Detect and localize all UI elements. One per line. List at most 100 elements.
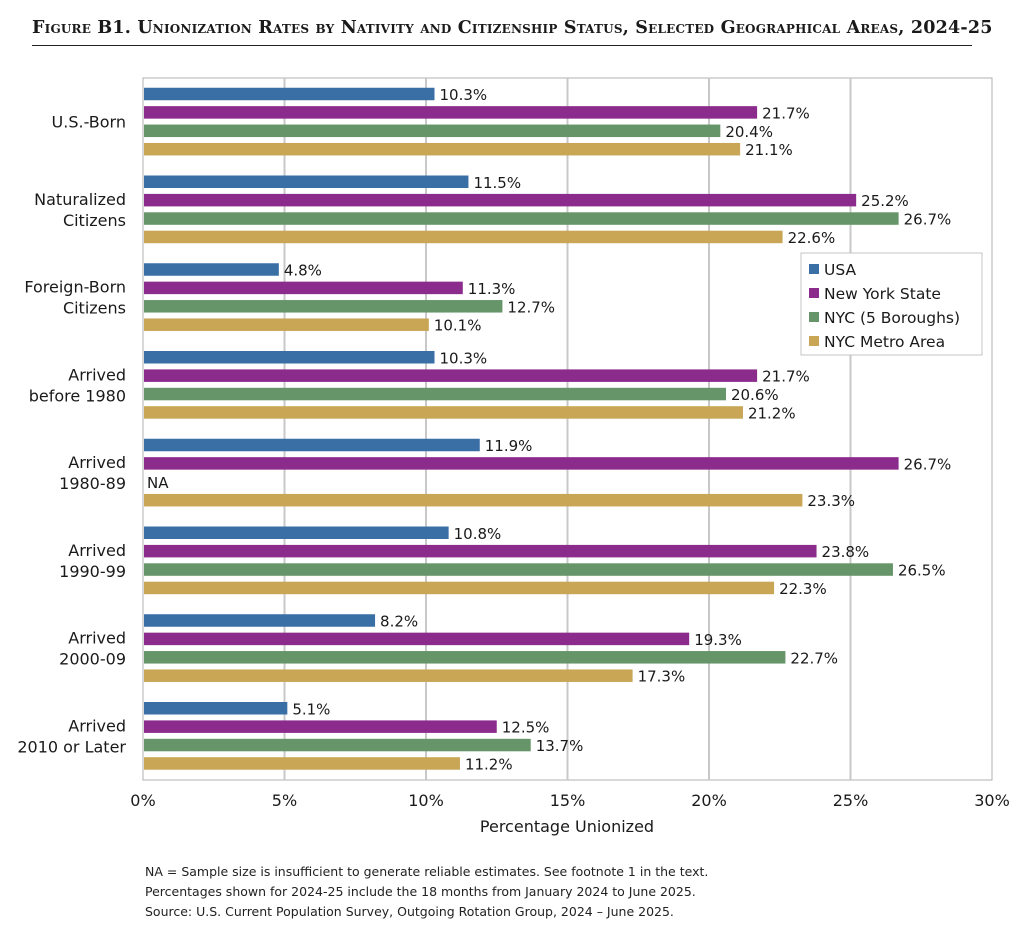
data-label: 17.3% [638, 668, 686, 686]
data-label: 10.1% [434, 317, 482, 335]
category-label: Foreign-Born Citizens [24, 278, 126, 318]
x-tick-label: 20% [691, 791, 727, 810]
bar [144, 87, 435, 101]
data-label: 21.7% [762, 368, 810, 386]
bar [144, 212, 899, 225]
x-tick-label: 25% [833, 791, 869, 810]
data-label: 26.7% [904, 455, 952, 473]
category-label: Naturalized Citizens [34, 190, 126, 230]
bar [144, 563, 893, 576]
data-label: 10.3% [439, 86, 487, 104]
bar [144, 106, 758, 119]
data-label: 5.1% [292, 700, 330, 718]
value-labels: 10.3%21.7%20.4%21.1%11.5%25.2%26.7%22.6%… [147, 86, 951, 773]
data-label: 26.5% [898, 562, 946, 580]
bar [144, 757, 460, 770]
bar [144, 124, 721, 138]
x-tick-label: 30% [974, 791, 1010, 810]
bar [144, 457, 899, 470]
legend-label: NYC Metro Area [824, 333, 945, 351]
data-label: 11.2% [465, 755, 513, 773]
footnote-na: NA = Sample size is insufficient to gene… [145, 864, 709, 879]
data-label: 23.8% [822, 543, 870, 561]
category-label: Arrived 2010 or Later [17, 716, 126, 756]
legend-swatch [809, 264, 819, 274]
bar [144, 281, 463, 295]
data-label: 8.2% [380, 613, 418, 631]
data-label: 22.6% [788, 229, 836, 247]
category-label: Arrived 1980-89 [59, 453, 126, 493]
bar [144, 406, 743, 419]
data-label: 21.1% [745, 141, 793, 159]
data-label: 19.3% [694, 631, 742, 649]
title-rule [32, 45, 972, 46]
data-label: 13.7% [536, 737, 584, 755]
data-label: 21.2% [748, 404, 796, 422]
na-label: NA [147, 474, 169, 492]
bar [144, 632, 690, 646]
bar [144, 175, 469, 188]
data-label: 22.3% [779, 580, 827, 598]
category-label: Arrived before 1980 [29, 365, 126, 405]
x-tick-label: 0% [130, 791, 155, 810]
bar [144, 318, 429, 331]
bar [144, 651, 786, 664]
x-tick-label: 5% [272, 791, 297, 810]
data-label: 12.5% [502, 719, 550, 737]
bar [144, 230, 783, 244]
data-label: 20.6% [731, 386, 779, 404]
data-label: 11.9% [485, 437, 533, 455]
data-label: 11.3% [468, 280, 516, 298]
bar [144, 438, 480, 452]
data-label: 10.3% [439, 349, 487, 367]
bar [144, 702, 288, 715]
bar [144, 369, 758, 382]
category-labels: U.S.-Born Naturalized Citizens Foreign-Born… [17, 113, 126, 757]
data-label: 21.7% [762, 104, 810, 122]
data-label: 22.7% [790, 649, 838, 667]
footnote-source: Source: U.S. Current Population Survey, … [145, 904, 674, 919]
data-label: 25.2% [861, 192, 909, 210]
data-label: 20.4% [725, 123, 773, 141]
category-label: U.S.-Born [52, 113, 126, 132]
legend-label: New York State [824, 285, 941, 303]
bar [144, 387, 726, 401]
category-label: Arrived 1990-99 [59, 541, 126, 581]
bar [144, 669, 633, 682]
legend-swatch [809, 288, 819, 298]
bar-chart: 10.3%21.7%20.4%21.1%11.5%25.2%26.7%22.6%… [17, 77, 1010, 836]
footnote-period: Percentages shown for 2024-25 include th… [145, 884, 696, 899]
legend: USA New York State NYC (5 Boroughs) NYC Met… [800, 252, 983, 356]
data-label: 10.8% [454, 525, 502, 543]
legend-swatch [809, 312, 819, 322]
legend-swatch [809, 336, 819, 346]
bar [144, 720, 497, 733]
bar [144, 738, 531, 752]
bar [144, 193, 857, 207]
bar [144, 544, 817, 558]
x-tick-labels: 0% 5% 10% 15% 20% 25% 30% [130, 791, 1009, 810]
data-label: 23.3% [807, 492, 855, 510]
data-label: 12.7% [507, 298, 555, 316]
bar [144, 263, 279, 276]
bar [144, 142, 741, 156]
legend-box [800, 252, 983, 356]
x-axis-title: Percentage Unionized [480, 817, 654, 836]
data-label: 4.8% [284, 262, 322, 280]
data-label: 11.5% [473, 174, 521, 192]
legend-label: NYC (5 Boroughs) [824, 309, 960, 327]
bars [144, 87, 899, 770]
bar [144, 581, 775, 595]
bar [144, 351, 435, 364]
category-label: Arrived 2000-09 [59, 629, 126, 669]
bar [144, 526, 449, 539]
data-label: 26.7% [904, 211, 952, 229]
bar [144, 493, 803, 507]
figure-title: Figure B1. Unionization Rates by Nativit… [32, 18, 993, 38]
bar [144, 300, 503, 313]
x-tick-label: 10% [408, 791, 444, 810]
legend-label: USA [824, 261, 856, 279]
footnotes: NA = Sample size is insufficient to gene… [145, 862, 1005, 922]
bar [144, 614, 376, 627]
x-tick-label: 15% [550, 791, 586, 810]
